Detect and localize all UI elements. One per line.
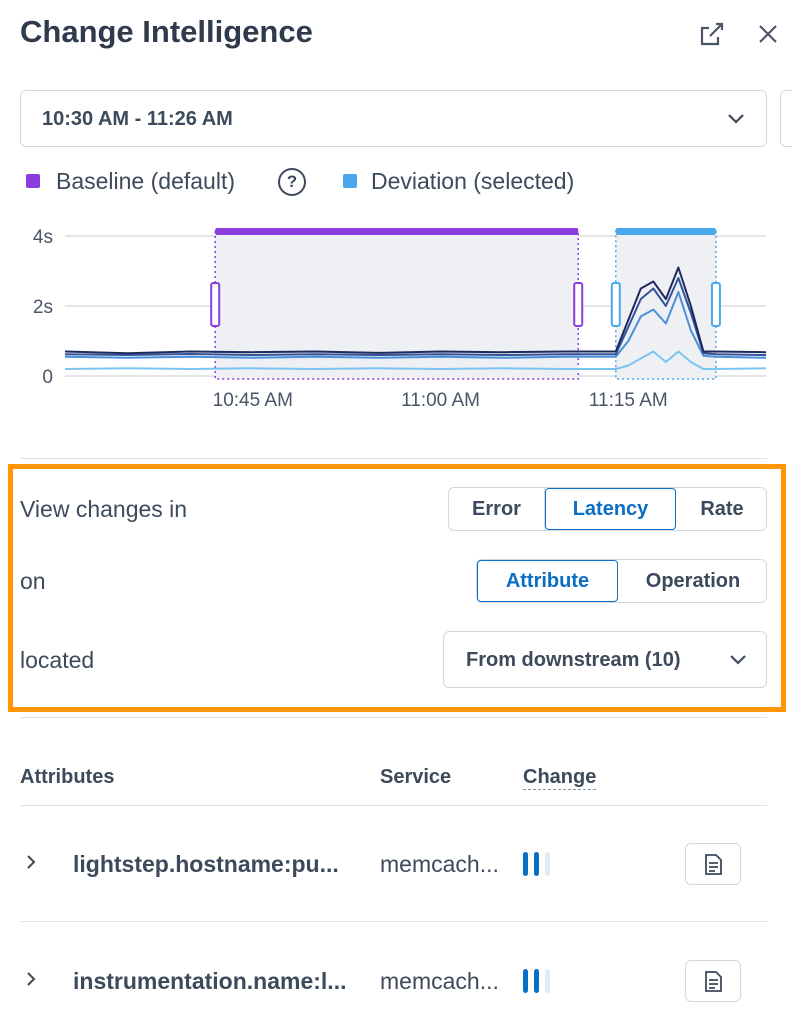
divider (20, 921, 767, 922)
legend-deviation: Deviation (selected) (371, 168, 575, 194)
option[interactable]: Rate (700, 497, 744, 520)
legend-swatch (26, 174, 40, 188)
option-selected[interactable]: Attribute (477, 560, 618, 602)
service: memcach... (380, 851, 499, 877)
selection-handle (573, 282, 584, 327)
col-header: Attributes (20, 766, 115, 788)
change-icon (523, 852, 550, 876)
series-line (64, 291, 767, 359)
option[interactable]: Error (449, 488, 545, 530)
on-toggle: Attribute Operation (476, 559, 767, 603)
series-line (64, 350, 767, 370)
selection-bar (615, 228, 716, 235)
option-selected[interactable]: Latency (545, 488, 676, 530)
y-tick-label: 4s (33, 227, 53, 248)
chevron (730, 655, 746, 665)
divider (20, 717, 767, 718)
chevron (728, 114, 744, 124)
selection-handle (710, 282, 721, 327)
y-tick-label: 2s (33, 297, 53, 318)
attribute: lightstep.hostname:pu... (73, 851, 339, 877)
located-select[interactable]: From downstream (10) (443, 631, 767, 688)
legend-swatch (343, 174, 357, 188)
divider (20, 458, 767, 459)
y-tick-label: 0 (42, 367, 53, 388)
view-label: View changes in (20, 496, 188, 522)
extra-select[interactable] (780, 90, 792, 147)
selection-handle (610, 282, 621, 327)
on-label: on (20, 568, 46, 594)
col-header[interactable]: Change (523, 766, 597, 790)
service: memcach... (380, 968, 499, 994)
expand[interactable] (24, 853, 38, 871)
change-icon (523, 969, 550, 993)
close[interactable] (756, 22, 780, 46)
selection-bar (215, 228, 579, 235)
x-tick-label: 11:15 AM (589, 390, 668, 411)
col-header: Service (380, 766, 452, 788)
details-button[interactable] (685, 960, 741, 1002)
chart: 0 2s 4s 10:45 AM 11:00 AM 11:15 AM (33, 227, 767, 411)
open-external[interactable] (696, 20, 726, 50)
time-range: 10:30 AM - 11:26 AM (42, 108, 233, 130)
option[interactable]: Operation (645, 569, 741, 592)
expand[interactable] (24, 970, 38, 988)
details-button[interactable] (685, 843, 741, 885)
x-tick-label: 10:45 AM (213, 390, 293, 411)
highlight (8, 464, 786, 712)
legend-baseline: Baseline (default) (56, 168, 235, 194)
time-select[interactable]: 10:30 AM - 11:26 AM (20, 90, 767, 147)
selection-handle (210, 282, 221, 327)
view-toggle: Error Latency Rate (448, 487, 767, 531)
x-tick-label: 11:00 AM (401, 390, 480, 411)
series-line (64, 266, 767, 355)
help-icon[interactable]: ? (278, 168, 306, 196)
divider (20, 805, 767, 806)
located-label: located (20, 647, 95, 673)
series-line (64, 277, 767, 356)
located-value: From downstream (10) (466, 649, 681, 671)
title: Change Intelligence (20, 14, 313, 49)
attribute: instrumentation.name:l... (73, 968, 347, 994)
